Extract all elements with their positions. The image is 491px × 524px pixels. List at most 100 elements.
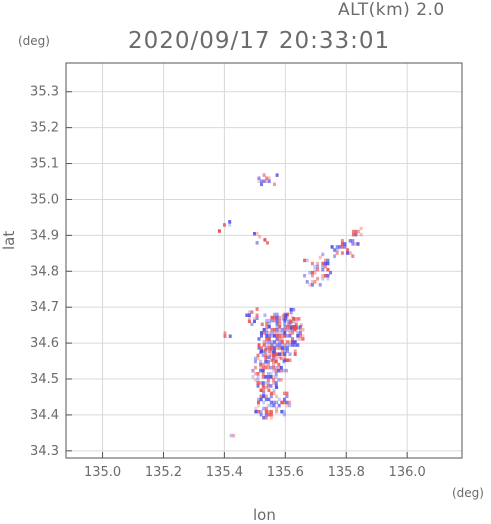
x-axis-unit: (deg)	[452, 486, 484, 500]
echo-cell	[232, 433, 236, 438]
echo-cell	[253, 378, 257, 382]
echo-cell	[245, 313, 249, 317]
echo-cell	[267, 349, 271, 353]
echo-cell	[343, 242, 347, 246]
echo-cell	[273, 349, 276, 353]
echo-cell	[292, 317, 296, 321]
echo-cell	[288, 328, 292, 332]
y-tick-label: 34.6	[30, 336, 59, 351]
echo-cell	[298, 325, 302, 329]
echo-cell	[348, 251, 352, 255]
echo-cell	[279, 368, 283, 373]
echo-cell	[310, 274, 314, 278]
echo-cell	[277, 378, 281, 382]
echo-cell	[278, 331, 282, 335]
echo-cell	[251, 375, 255, 379]
echo-cell	[264, 416, 268, 420]
echo-cell	[281, 317, 285, 321]
echo-cell	[326, 261, 330, 266]
echo-cell	[223, 334, 227, 338]
echo-cell	[256, 378, 260, 382]
echo-cell	[256, 353, 260, 358]
echo-cell	[335, 245, 339, 249]
echo-cell	[253, 319, 256, 324]
echo-cell	[262, 400, 266, 405]
echo-cell	[259, 368, 263, 373]
echo-cell	[265, 328, 269, 332]
echo-cell	[284, 314, 288, 318]
echo-cell	[301, 328, 305, 332]
echo-cell	[313, 270, 317, 275]
echo-cell	[277, 397, 281, 402]
echo-cell	[289, 320, 293, 324]
echo-cell	[275, 409, 279, 414]
echo-cell	[277, 403, 281, 408]
echo-cell	[260, 182, 263, 187]
echo-cell	[257, 176, 261, 180]
echo-cell	[261, 372, 265, 376]
y-tick-label: 35.3	[30, 85, 59, 100]
echo-cell	[257, 179, 261, 183]
echo-cell	[251, 368, 255, 373]
echo-cell	[359, 226, 363, 231]
echo-cell	[291, 343, 295, 347]
echo-cell	[321, 274, 325, 278]
echo-cell	[280, 349, 284, 353]
echo-cell	[275, 352, 279, 356]
echo-cell	[259, 381, 263, 385]
echo-cell	[273, 340, 276, 344]
echo-cell	[260, 331, 263, 335]
echo-cell	[288, 400, 292, 405]
echo-cell	[269, 394, 273, 399]
echo-cell	[250, 310, 254, 314]
echo-cell	[275, 400, 279, 405]
echo-cell	[272, 359, 276, 364]
echo-cell	[354, 232, 358, 237]
echo-cell	[270, 358, 274, 362]
echo-cell	[264, 353, 268, 358]
echo-cell	[289, 326, 293, 330]
echo-cell	[283, 321, 287, 326]
echo-cell	[265, 337, 269, 341]
echo-cell	[338, 245, 342, 249]
echo-cell	[269, 384, 273, 388]
echo-cell	[223, 223, 226, 227]
y-tick-label: 35.1	[30, 157, 59, 172]
echo-cell	[270, 346, 274, 350]
echo-cell	[313, 267, 317, 272]
echo-cell	[296, 331, 300, 335]
echo-cell	[346, 251, 350, 255]
echo-cell	[264, 381, 268, 385]
echo-cell	[282, 400, 286, 405]
echo-cell	[272, 368, 276, 373]
echo-cell	[262, 179, 266, 183]
echo-cell	[269, 403, 273, 408]
echo-cell	[299, 323, 303, 327]
echo-cell	[298, 334, 302, 338]
echo-cell	[274, 372, 278, 376]
echo-cell	[272, 362, 276, 367]
x-tick-label: 135.0	[84, 465, 121, 480]
echo-cell	[283, 346, 287, 350]
echo-cell	[282, 412, 286, 417]
echo-cell	[255, 241, 259, 245]
echo-cell	[275, 328, 279, 332]
echo-cell	[267, 403, 271, 408]
echo-cell	[283, 318, 287, 323]
echo-cell	[265, 340, 269, 344]
echo-cell	[291, 331, 295, 335]
echo-cell	[247, 310, 251, 314]
echo-cell	[310, 261, 314, 266]
echo-cell	[303, 258, 307, 263]
echo-cell	[253, 316, 256, 320]
echo-cell	[270, 343, 274, 347]
echo-cell	[356, 242, 360, 246]
echo-cell	[257, 343, 261, 347]
echo-cell	[272, 365, 276, 370]
echo-cell	[343, 245, 347, 249]
echo-cell	[273, 352, 276, 356]
echo-cell	[340, 251, 344, 255]
echo-cell	[272, 375, 276, 379]
echo-cell	[323, 261, 327, 266]
echo-cell	[275, 340, 279, 344]
